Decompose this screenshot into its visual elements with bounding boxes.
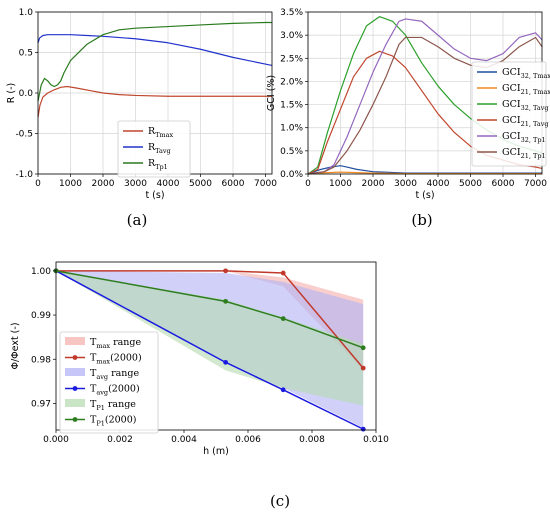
legend-label-b-1: GCI21, Tmax xyxy=(502,83,550,96)
chart-b: 0 1000 2000 3000 4000 5000 6000 7000 0.0% 0.5% 1.0… xyxy=(266,8,550,201)
legend-label-a-0: RTmax xyxy=(148,126,174,139)
x-tick-label-a-2: 2000 xyxy=(92,179,115,189)
y-tick-label-c-1: 0.98 xyxy=(31,355,51,365)
legend-patch-c-2 xyxy=(65,368,85,376)
legend-label-a-1: RTavg xyxy=(148,142,171,155)
data-point-c-0-3 xyxy=(360,365,366,371)
y-tick-label-c-3: 1.00 xyxy=(31,267,51,277)
y-tick-label-b-5: 2.5% xyxy=(280,54,303,64)
x-axis-label-c: h (m) xyxy=(203,446,229,457)
data-point-c-1-3 xyxy=(360,426,366,432)
series-line-a-0 xyxy=(37,85,272,118)
x-tick-label-a-7: 7000 xyxy=(254,179,277,189)
y-axis-label-a: R (-) xyxy=(6,83,17,103)
x-tick-label-b-5: 5000 xyxy=(459,179,482,189)
range-band-c-2 xyxy=(56,270,364,406)
x-tick-label-c-4: 0.008 xyxy=(299,435,325,445)
y-axis-label-b: GCI (%) xyxy=(266,75,277,111)
y-tick-label-a-4: 1.0 xyxy=(19,8,34,18)
y-tick-label-b-0: 0.0% xyxy=(280,170,303,180)
legend-label-b-3: GCI21, Tavg xyxy=(502,115,549,128)
legend-marker-c-5 xyxy=(72,417,78,422)
x-tick-label-a-1: 1000 xyxy=(59,179,82,189)
x-tick-label-a-0: 0 xyxy=(35,179,41,189)
axes-frame-c xyxy=(55,261,377,431)
data-point-c-0-2 xyxy=(280,270,286,276)
legend-label-a-2: RTp1 xyxy=(148,158,168,171)
x-tick-label-b-6: 6000 xyxy=(492,179,515,189)
panel-label-b: (b) xyxy=(411,211,432,229)
x-tick-label-c-0: 0.000 xyxy=(43,435,69,445)
series-line-c-0 xyxy=(56,270,364,369)
legend-patch-c-4 xyxy=(65,399,85,407)
legend-label-c-2: Tavg range xyxy=(90,368,139,381)
chart-c: 0.000 0.002 0.004 0.006 0.008 0.010 0.97 0.98 0.… xyxy=(10,261,389,457)
series-line-b-5 xyxy=(307,36,543,175)
x-axis-label-a: t (s) xyxy=(145,190,164,201)
x-tick-label-c-3: 0.006 xyxy=(235,435,261,445)
y-tick-label-c-2: 0.99 xyxy=(31,311,51,321)
x-tick-label-b-7: 7000 xyxy=(524,179,547,189)
panel-label-c: (c) xyxy=(270,492,290,510)
series-line-a-2 xyxy=(37,21,272,102)
series-line-a-1 xyxy=(37,34,273,67)
y-tick-label-a-1: -0.5 xyxy=(15,130,33,140)
legend-label-c-1: Tmax(2000) xyxy=(90,353,142,366)
y-tick-label-a-0: -1.0 xyxy=(15,170,33,180)
series-line-b-4 xyxy=(307,18,543,175)
y-tick-label-b-2: 1.0% xyxy=(280,124,303,134)
legend-marker-c-1 xyxy=(72,355,78,360)
x-tick-label-b-4: 4000 xyxy=(427,179,450,189)
x-axis-label-b: t (s) xyxy=(415,190,434,201)
legend-marker-c-3 xyxy=(72,386,78,391)
series-line-c-1 xyxy=(55,270,364,430)
x-tick-label-c-5: 0.010 xyxy=(363,435,389,445)
x-tick-label-a-5: 5000 xyxy=(189,179,212,189)
chart-a: 0 1000 2000 3000 4000 5000 6000 7000 -1.0 -0.5 0.0… xyxy=(6,8,277,201)
legend-patch-c-0 xyxy=(65,337,85,345)
data-point-c-2-1 xyxy=(223,298,229,304)
y-tick-label-b-7: 3.5% xyxy=(280,8,303,18)
series-line-c-2 xyxy=(55,270,364,349)
panel-label-a: (a) xyxy=(127,211,148,229)
legend-label-b-4: GCI32, Tp1 xyxy=(502,131,546,144)
x-tick-label-b-3: 3000 xyxy=(394,179,417,189)
legend-label-c-0: Tmax range xyxy=(90,337,141,350)
legend-label-c-3: Tavg(2000) xyxy=(90,384,140,397)
x-tick-label-b-1: 1000 xyxy=(329,179,352,189)
y-tick-label-b-3: 1.5% xyxy=(280,101,303,111)
y-tick-label-a-3: 0.5 xyxy=(19,49,33,59)
legend-label-c-5: TP1(2000) xyxy=(90,415,136,428)
y-tick-label-c-0: 0.97 xyxy=(31,399,51,409)
y-tick-label-a-2: 0.0 xyxy=(19,89,34,99)
x-tick-label-c-2: 0.004 xyxy=(171,435,197,445)
legend-label-c-4: TP1 range xyxy=(90,399,136,412)
data-point-c-1-2 xyxy=(280,387,286,393)
data-point-c-1-1 xyxy=(223,359,229,365)
data-point-c-2-2 xyxy=(280,316,286,321)
x-tick-label-b-0: 0 xyxy=(305,179,311,189)
y-tick-label-b-4: 2.0% xyxy=(280,77,303,87)
x-tick-label-a-6: 6000 xyxy=(222,179,245,189)
data-point-c-2-3 xyxy=(360,345,366,351)
legend-label-b-5: GCI21, Tp1 xyxy=(502,147,546,160)
x-tick-label-a-4: 4000 xyxy=(157,179,180,189)
series-line-b-1 xyxy=(307,171,542,175)
legend-label-b-0: GCI32, Tmax xyxy=(502,67,550,80)
legend-label-b-2: GCI32, Tavg xyxy=(502,99,549,112)
y-tick-label-b-6: 3.0% xyxy=(280,31,303,41)
y-tick-label-b-1: 0.5% xyxy=(280,147,303,157)
x-tick-label-c-1: 0.002 xyxy=(107,435,133,445)
data-point-c-0-1 xyxy=(223,268,229,274)
x-tick-label-a-3: 3000 xyxy=(124,179,147,189)
x-tick-label-b-2: 2000 xyxy=(362,179,385,189)
y-axis-label-c: Φ/Φext (-) xyxy=(10,322,21,369)
